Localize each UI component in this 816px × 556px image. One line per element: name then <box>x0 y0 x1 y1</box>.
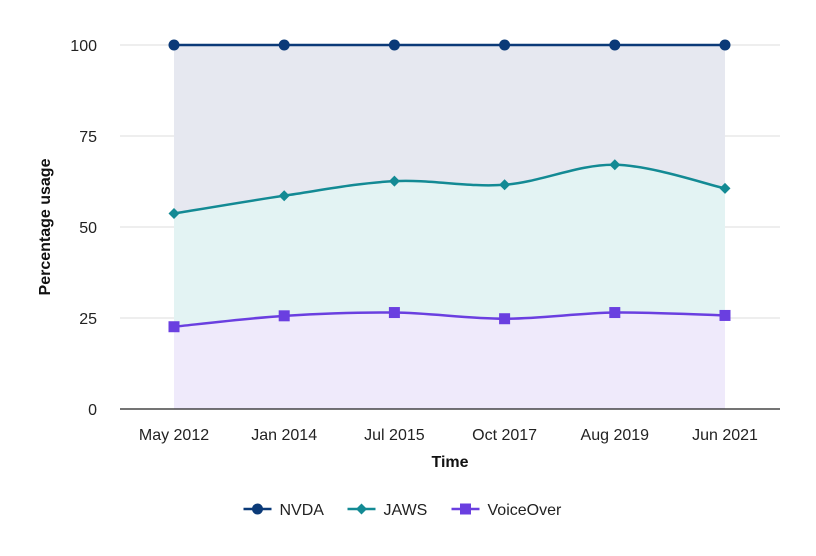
point-nvda <box>609 39 621 51</box>
legend-item-jaws[interactable]: JAWS <box>347 502 428 519</box>
series-lines <box>173 43 726 328</box>
legend-item-voiceover[interactable]: VoiceOver <box>451 502 562 519</box>
point-voiceover <box>168 321 180 333</box>
point-jaws <box>719 182 731 194</box>
area-nvda <box>174 45 725 214</box>
point-voiceover <box>719 309 731 321</box>
x-tick-label: Jul 2015 <box>364 427 425 444</box>
y-tick-label: 50 <box>79 220 97 237</box>
legend-swatch-marker <box>252 503 263 515</box>
point-voiceover <box>388 307 400 319</box>
tick-labels: 0 25 50 75 100 May 2012 Jan 2014 Jul 2015 Oct 20… <box>70 38 758 444</box>
x-tick-label: Jan 2014 <box>251 427 317 444</box>
legend-swatch-marker <box>460 503 471 515</box>
legend: NVDA JAWS VoiceOver <box>243 502 562 519</box>
area-fills <box>174 45 725 409</box>
x-tick-label: Oct 2017 <box>472 427 537 444</box>
series-markers <box>168 39 731 333</box>
legend-label: VoiceOver <box>488 502 562 519</box>
point-jaws <box>278 190 290 202</box>
y-tick-label: 100 <box>70 38 97 55</box>
legend-swatch-marker <box>356 503 367 515</box>
point-jaws <box>609 159 621 171</box>
y-tick-label: 75 <box>79 129 97 146</box>
point-jaws <box>499 179 511 191</box>
legend-item-nvda[interactable]: NVDA <box>243 502 325 519</box>
line-jaws <box>173 163 726 215</box>
area-voiceover <box>174 312 725 409</box>
y-axis-title: Percentage usage <box>37 158 54 295</box>
line-voiceover <box>173 311 726 328</box>
point-voiceover <box>278 310 290 322</box>
x-tick-label: Aug 2019 <box>581 427 650 444</box>
y-tick-label: 0 <box>88 402 97 419</box>
legend-label: JAWS <box>384 502 428 519</box>
area-jaws <box>174 164 725 327</box>
legend-label: NVDA <box>280 502 325 519</box>
x-tick-label: May 2012 <box>139 427 209 444</box>
point-voiceover <box>499 313 511 325</box>
point-jaws <box>168 208 180 220</box>
x-tick-label: Jun 2021 <box>692 427 758 444</box>
point-nvda <box>168 39 180 51</box>
point-nvda <box>499 39 511 51</box>
point-nvda <box>719 39 731 51</box>
point-nvda <box>278 39 290 51</box>
point-nvda <box>388 39 400 51</box>
x-axis-title: Time <box>431 454 468 471</box>
y-tick-label: 25 <box>79 311 97 328</box>
point-voiceover <box>609 307 621 319</box>
point-jaws <box>388 175 400 187</box>
